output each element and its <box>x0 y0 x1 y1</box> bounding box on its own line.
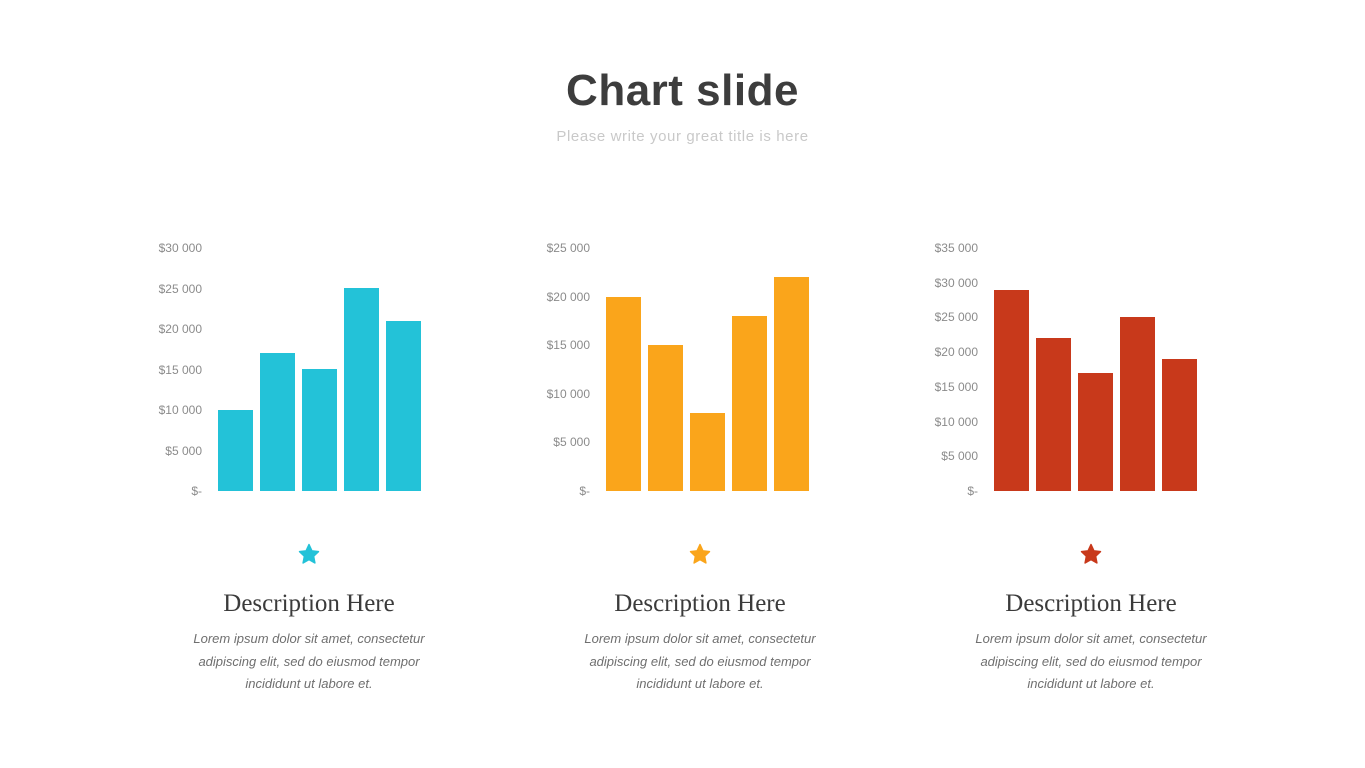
star-icon <box>689 543 711 564</box>
y-tick-label: $10 000 <box>546 386 590 401</box>
bar <box>732 316 767 491</box>
bar <box>1078 373 1113 491</box>
y-tick-label: $15 000 <box>546 338 590 353</box>
y-tick-label: $- <box>967 484 978 498</box>
bar <box>218 410 253 491</box>
bar <box>1162 359 1197 491</box>
y-tick-label: $5 000 <box>941 449 978 464</box>
y-tick-label: $15 000 <box>934 379 978 394</box>
y-tick-label: $30 000 <box>158 241 202 255</box>
bar <box>260 353 295 491</box>
description-text: Lorem ipsum dolor sit amet, consectetur … <box>193 631 425 691</box>
y-tick-label: $20 000 <box>934 345 978 360</box>
bar <box>386 321 421 491</box>
bar <box>1120 317 1155 491</box>
description-title: Description Here <box>223 590 395 617</box>
description-title: Description Here <box>1005 590 1177 617</box>
page-subtitle: Please write your great title is here <box>556 128 809 145</box>
bar <box>1036 338 1071 491</box>
bar-chart-red: $35 000 $30 000 $25 000 $20 000 $15 000 $10 0… <box>928 241 1197 498</box>
y-tick-label: $30 000 <box>934 275 978 290</box>
description-title: Description Here <box>614 590 786 617</box>
bar <box>344 288 379 491</box>
description-section: Description Here Lorem ipsum dolor sit a… <box>961 543 1221 696</box>
star-icon <box>298 543 320 564</box>
y-tick-label: $10 000 <box>158 403 202 417</box>
y-tick-label: $15 000 <box>158 362 202 377</box>
y-tick-label: $20 000 <box>158 322 202 336</box>
y-axis-labels: $35 000 $30 000 $25 000 $20 000 $15 000 $10 0… <box>928 241 978 498</box>
y-axis-labels: $30 000 $25 000 $20 000 $15 000 $10 000 $5 00… <box>152 241 202 498</box>
bar-chart-cyan: $30 000 $25 000 $20 000 $15 000 $10 000 $5 00… <box>152 241 421 498</box>
y-tick-label: $35 000 <box>934 241 978 255</box>
y-tick-label: $25 000 <box>158 281 202 296</box>
bar <box>690 413 725 491</box>
bar <box>648 345 683 491</box>
y-tick-label: $25 000 <box>934 310 978 325</box>
plot-area <box>606 248 809 491</box>
description-section: Description Here Lorem ipsum dolor sit a… <box>179 543 439 696</box>
y-tick-label: $- <box>191 484 202 498</box>
bar <box>302 369 337 491</box>
y-tick-label: $5 000 <box>553 435 590 450</box>
y-tick-label: $25 000 <box>546 241 590 255</box>
bar <box>994 290 1029 491</box>
page-title: Chart slide <box>566 66 799 115</box>
slide-header: Chart slide Please write your great titl… <box>0 66 1365 146</box>
bar-chart-orange: $25 000 $20 000 $15 000 $10 000 $5 000 $- <box>540 241 809 498</box>
plot-area <box>218 248 421 491</box>
star-icon <box>1080 543 1102 564</box>
bar <box>606 297 641 491</box>
description-section: Description Here Lorem ipsum dolor sit a… <box>570 543 830 696</box>
bar <box>774 277 809 491</box>
y-tick-label: $10 000 <box>934 414 978 429</box>
y-tick-label: $5 000 <box>165 443 202 458</box>
description-text: Lorem ipsum dolor sit amet, consectetur … <box>975 631 1207 691</box>
description-text: Lorem ipsum dolor sit amet, consectetur … <box>584 631 816 691</box>
y-tick-label: $20 000 <box>546 289 590 304</box>
y-axis-labels: $25 000 $20 000 $15 000 $10 000 $5 000 $- <box>540 241 590 498</box>
plot-area <box>994 248 1197 491</box>
y-tick-label: $- <box>579 484 590 498</box>
